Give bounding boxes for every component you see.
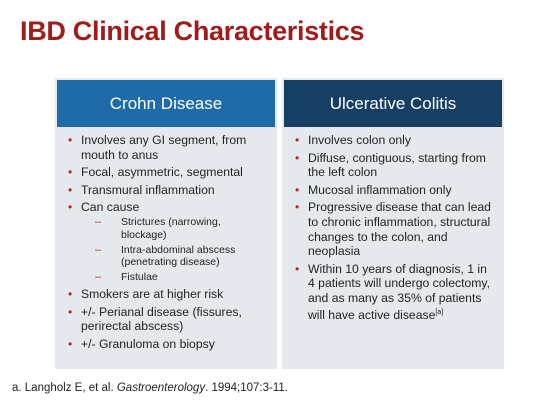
list-item: Mucosal inflammation only xyxy=(292,183,496,198)
list-item: Smokers are at higher risk xyxy=(65,287,269,302)
crohn-disease-list: Involves any GI segment, from mouth to a… xyxy=(55,127,277,351)
list-item-with-reference: Within 10 years of diagnosis, 1 in 4 pat… xyxy=(292,262,496,322)
ulcerative-colitis-column: Ulcerative Colitis Involves colon only D… xyxy=(282,78,504,369)
ulcerative-colitis-header: Ulcerative Colitis xyxy=(284,80,502,127)
list-item: +/- Granuloma on biopsy xyxy=(65,337,269,352)
list-item-label: Can cause xyxy=(81,200,140,215)
reference-marker: [a] xyxy=(435,308,444,316)
footnote-journal: Gastroenterology xyxy=(116,382,206,394)
footnote-prefix: a. Langholz E, et al. xyxy=(12,382,117,394)
sub-list-item: Strictures (narrowing, blockage) xyxy=(81,216,269,242)
footnote-suffix: . 1994;107:3-11. xyxy=(205,382,288,394)
list-item: Transmural inflammation xyxy=(65,183,269,198)
can-cause-sublist: Strictures (narrowing, blockage) Intra-a… xyxy=(81,216,269,284)
list-item-text: Within 10 years of diagnosis, 1 in 4 pat… xyxy=(308,261,491,322)
crohn-disease-column: Crohn Disease Involves any GI segment, f… xyxy=(55,78,277,369)
footnote: a. Langholz E, et al. Gastroenterology. … xyxy=(12,382,288,394)
list-item: Involves any GI segment, from mouth to a… xyxy=(65,133,269,162)
sub-list-item: Intra-abdominal abscess (penetrating dis… xyxy=(81,244,269,270)
list-item: +/- Perianal disease (fissures, perirect… xyxy=(65,305,269,334)
list-item: Progressive disease that can lead to chr… xyxy=(292,200,496,258)
list-item: Diffuse, contiguous, starting from the l… xyxy=(292,151,496,180)
list-item: Involves colon only xyxy=(292,133,496,148)
slide-title: IBD Clinical Characteristics xyxy=(20,16,365,46)
ulcerative-colitis-list: Involves colon only Diffuse, contiguous,… xyxy=(282,127,504,322)
list-item-can-cause: Can cause Strictures (narrowing, blockag… xyxy=(65,200,269,284)
crohn-disease-header: Crohn Disease xyxy=(57,80,275,127)
list-item: Focal, asymmetric, segmental xyxy=(65,165,269,180)
sub-list-item: Fistulae xyxy=(81,271,269,284)
